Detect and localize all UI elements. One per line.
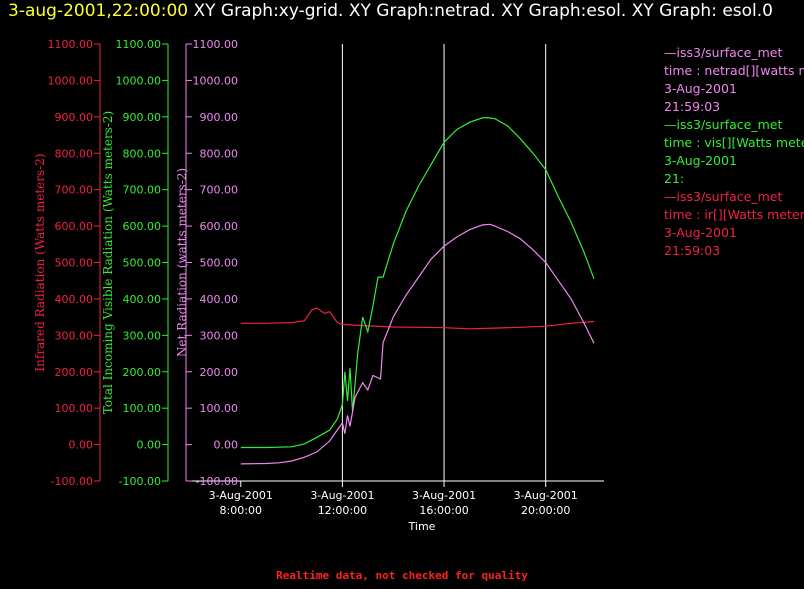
legend-entry-net: —iss3/surface_met time : netrad[][watts …: [664, 44, 804, 116]
y-tick-label-net-9: 800.00: [200, 147, 239, 160]
y-tick-label-net-6: 500.00: [200, 257, 239, 270]
y-axis-title-vis: Total Incoming Visible Radiation (Watts …: [101, 111, 115, 415]
y-tick-label-net-7: 600.00: [200, 220, 239, 233]
series-line-ir: [240, 307, 595, 330]
y-tick-label-ir-8: 700.00: [55, 184, 94, 197]
y-tick-label-ir-0: -100.00: [51, 475, 93, 488]
legend-vis-line-2: time : vis[][Watts meters-2]: [664, 135, 804, 150]
y-tick-label-ir-4: 300.00: [55, 329, 94, 342]
y-tick-label-net-10: 900.00: [200, 111, 239, 124]
x-tick-label-time-3: 20:00:00: [521, 504, 570, 517]
y-tick-label-vis-12: 1100.00: [116, 38, 162, 51]
legend-ir-line-3: 3-Aug-2001: [664, 225, 737, 240]
series-line-vis: [240, 116, 595, 449]
x-tick-label-time-1: 12:00:00: [318, 504, 367, 517]
y-tick-label-ir-5: 400.00: [55, 293, 94, 306]
legend-vis-line-1: —iss3/surface_met: [664, 117, 783, 132]
y-tick-label-vis-7: 600.00: [123, 220, 162, 233]
y-tick-label-ir-12: 1100.00: [48, 38, 94, 51]
x-tick-label-time-0: 8:00:00: [220, 504, 262, 517]
y-tick-label-vis-6: 500.00: [123, 257, 162, 270]
y-axis-title-net: Net Radiation (watts meters-2): [175, 168, 189, 357]
y-tick-label-net-0: -100.00: [196, 475, 238, 488]
y-tick-label-vis-10: 900.00: [123, 111, 162, 124]
y-axis-title-ir: Infrared Radiation (Watts meters-2): [33, 153, 47, 371]
series-line-net: [240, 223, 595, 465]
y-tick-label-ir-9: 800.00: [55, 147, 94, 160]
series-lines: [240, 116, 595, 465]
x-axis-label: Time: [408, 520, 436, 533]
y-tick-label-net-4: 300.00: [200, 329, 239, 342]
legend-entry-vis: —iss3/surface_met time : vis[][Watts met…: [664, 116, 804, 188]
y-tick-label-vis-9: 800.00: [123, 147, 162, 160]
axes: 3-Aug-2001 8:00:00 3-Aug-2001 12:00:00 3-Aug…: [33, 38, 604, 533]
y-tick-label-ir-6: 500.00: [55, 257, 94, 270]
y-tick-label-vis-8: 700.00: [123, 184, 162, 197]
y-tick-label-ir-10: 900.00: [55, 111, 94, 124]
header-timestamp: 3-aug-2001,22:00:00: [8, 1, 189, 21]
legend-ir-line-2: time : ir[][Watts meters-2]: [664, 207, 804, 222]
legend-net-line-2: time : netrad[][watts meters-2]: [664, 63, 804, 78]
y-tick-label-net-8: 700.00: [200, 184, 239, 197]
y-tick-label-net-1: 0.00: [214, 439, 239, 452]
legend-vis-line-3: 3-Aug-2001: [664, 153, 737, 168]
legend-ir-line-1: —iss3/surface_met: [664, 189, 783, 204]
legend-net-line-1: —iss3/surface_met: [664, 45, 783, 60]
y-tick-label-net-3: 200.00: [200, 366, 239, 379]
quality-notice: Realtime data, not checked for quality: [276, 569, 528, 582]
header-title: XY Graph:xy-grid. XY Graph:netrad. XY Gr…: [188, 1, 773, 21]
legend-net-line-3: 3-Aug-2001: [664, 81, 737, 96]
legend-net-line-4: 21:59:03: [664, 99, 721, 114]
y-tick-label-vis-4: 300.00: [123, 329, 162, 342]
y-tick-label-ir-2: 100.00: [55, 402, 94, 415]
legend-entry-ir: —iss3/surface_met time : ir[][Watts mete…: [664, 188, 804, 260]
y-tick-label-net-5: 400.00: [200, 293, 239, 306]
x-tick-label-date-2: 3-Aug-2001: [412, 489, 476, 502]
y-tick-label-vis-0: -100.00: [119, 475, 161, 488]
x-tick-label-date-0: 3-Aug-2001: [209, 489, 273, 502]
y-tick-label-vis-3: 200.00: [123, 366, 162, 379]
y-tick-label-vis-1: 0.00: [137, 439, 162, 452]
legend-ir-line-4: 21:59:03: [664, 243, 721, 258]
y-tick-label-net-11: 1000.00: [193, 74, 239, 87]
y-tick-label-ir-3: 200.00: [55, 366, 94, 379]
legend-vis-line-4: 21:: [664, 171, 685, 186]
y-tick-label-ir-7: 600.00: [55, 220, 94, 233]
x-tick-label-date-3: 3-Aug-2001: [514, 489, 578, 502]
y-tick-label-net-12: 1100.00: [193, 38, 239, 51]
y-tick-label-vis-11: 1000.00: [116, 74, 162, 87]
x-tick-label-time-2: 16:00:00: [419, 504, 468, 517]
y-tick-label-ir-11: 1000.00: [48, 74, 94, 87]
y-tick-label-net-2: 100.00: [200, 402, 239, 415]
y-tick-label-vis-5: 400.00: [123, 293, 162, 306]
y-tick-label-ir-1: 0.00: [69, 439, 94, 452]
grid-lines: [341, 44, 547, 481]
graph-header: 3-aug-2001,22:00:00 XY Graph:xy-grid. XY…: [8, 0, 798, 23]
y-tick-label-vis-2: 100.00: [123, 402, 162, 415]
x-tick-label-date-1: 3-Aug-2001: [310, 489, 374, 502]
